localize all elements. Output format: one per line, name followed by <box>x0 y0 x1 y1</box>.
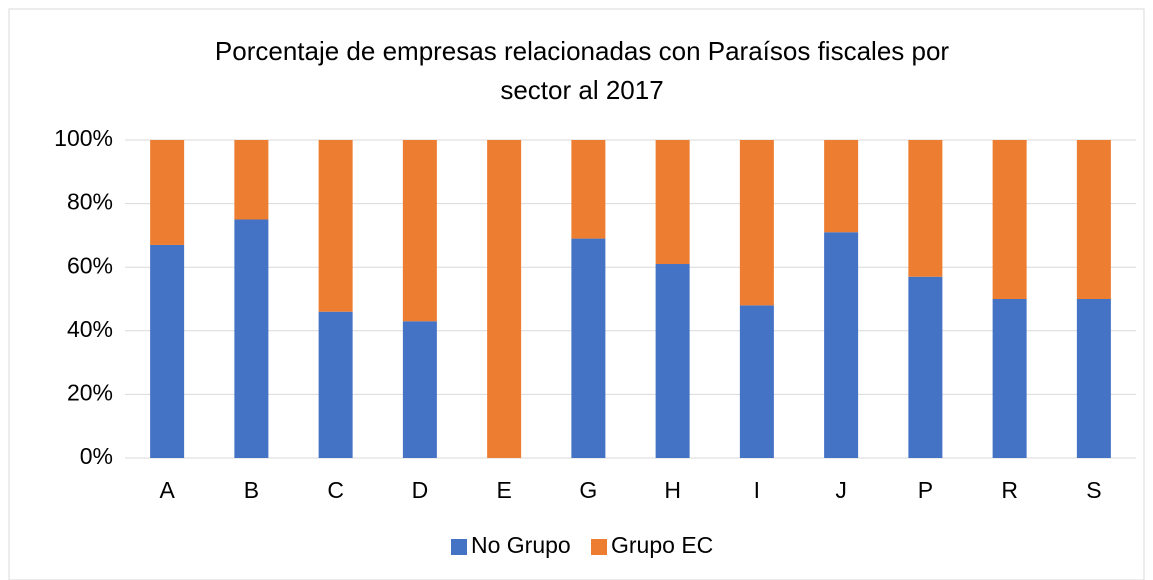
bar-segment <box>318 311 353 458</box>
bar-segment <box>992 299 1027 458</box>
bar-segment <box>739 140 774 306</box>
bar-segment <box>402 140 437 322</box>
y-tick-label: 100% <box>54 125 113 151</box>
x-tick-label: C <box>327 477 344 503</box>
legend-label: Grupo EC <box>611 532 713 558</box>
bar-segment <box>571 238 606 458</box>
legend-label: No Grupo <box>471 532 571 558</box>
x-tick-label: H <box>664 477 681 503</box>
legend-swatch <box>451 539 467 555</box>
chart-title: sector al 2017 <box>500 75 663 105</box>
bar-segment <box>1076 140 1111 299</box>
bar-segment <box>824 140 859 233</box>
x-tick-label: B <box>244 477 259 503</box>
bar-segment <box>487 140 522 458</box>
y-tick-label: 0% <box>80 443 113 469</box>
y-tick-label: 20% <box>67 379 113 405</box>
bar-segment <box>1076 299 1111 458</box>
bar-segment <box>824 232 859 458</box>
legend-swatch <box>591 539 607 555</box>
bar-segment <box>908 140 943 277</box>
bar-segment <box>655 264 690 458</box>
x-tick-label: P <box>918 477 933 503</box>
x-tick-label: D <box>412 477 429 503</box>
y-tick-label: 60% <box>67 252 113 278</box>
x-tick-label: J <box>835 477 847 503</box>
bar-segment <box>739 305 774 458</box>
bar-segment <box>150 140 185 245</box>
x-tick-label: E <box>496 477 511 503</box>
x-tick-label: A <box>159 477 175 503</box>
bar-segment <box>234 219 269 458</box>
y-tick-label: 40% <box>67 316 113 342</box>
chart-title: Porcentaje de empresas relacionadas con … <box>215 36 950 66</box>
bar-segment <box>571 140 606 239</box>
x-tick-label: G <box>579 477 597 503</box>
bar-segment <box>908 276 943 458</box>
y-tick-label: 80% <box>67 189 113 215</box>
bar-segment <box>655 140 690 265</box>
bar-segment <box>234 140 269 220</box>
x-tick-label: R <box>1001 477 1018 503</box>
bar-segment <box>318 140 353 312</box>
bar-segment <box>402 321 437 458</box>
x-tick-label: S <box>1086 477 1101 503</box>
bar-segment <box>150 244 185 458</box>
bar-segment <box>992 140 1027 299</box>
x-tick-label: I <box>754 477 760 503</box>
